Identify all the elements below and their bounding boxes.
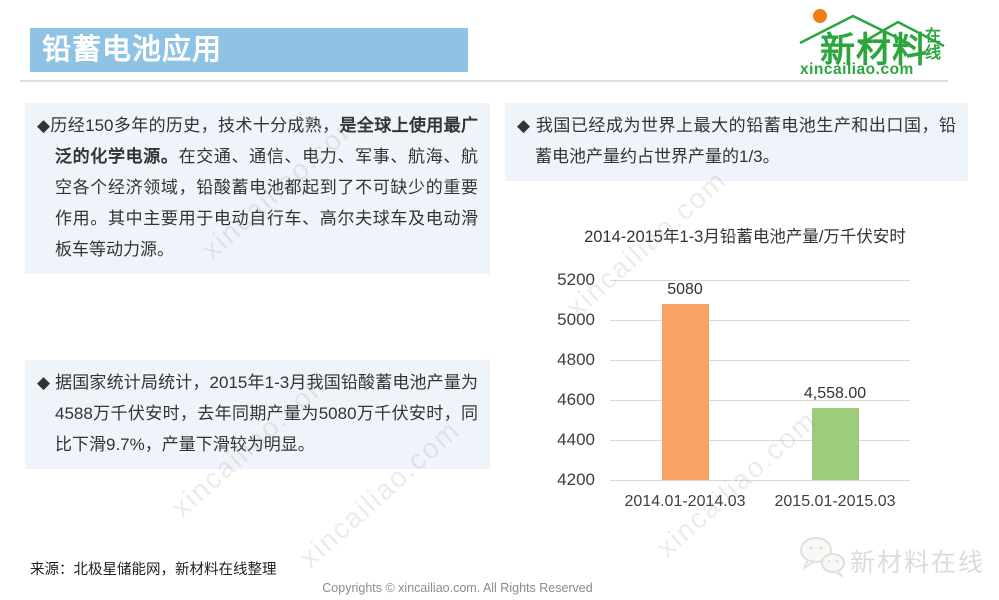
copyright: Copyrights © xincailiao.com. All Rights …: [322, 581, 593, 595]
bar-value-label: 4,558.00: [803, 385, 867, 403]
logo-name: 新材料: [820, 31, 929, 70]
wechat-icon: [800, 537, 845, 578]
chart-x-axis: 2014.01-2014.03 2015.01-2015.03: [610, 493, 910, 517]
bullet-block-history: ◆历经150多年的历史，技术十分成熟，是全球上使用最广泛的化学电源。在交通、通信…: [25, 103, 490, 274]
bullet-text-statistics: ◆ 据国家统计局统计，2015年1-3月我国铅酸蓄电池产量为4588万千伏安时，…: [37, 373, 478, 454]
bullet-lead: ◆历经150多年的历史，技术十分成熟，: [37, 116, 340, 135]
chart-plot: 5080 4,558.00: [610, 280, 910, 481]
logo: 新材料 在 线 xincailiao.com: [798, 6, 946, 78]
gridline: [610, 280, 910, 281]
bar-2015.01-2015.03: [811, 408, 859, 480]
title-banner: 铅蓄电池应用: [30, 28, 468, 72]
page-title: 铅蓄电池应用: [42, 34, 223, 66]
logo-sun-icon: [813, 9, 827, 23]
bullet-bold: 是全球上使用最广泛的化学电源。: [55, 116, 479, 166]
bullet-block-statistics: ◆ 据国家统计局统计，2015年1-3月我国铅酸蓄电池产量为4588万千伏安时，…: [25, 360, 490, 469]
bullet-block-world-share: ◆ 我国已经成为世界上最大的铅蓄电池生产和出口国，铅蓄电池产量约占世界产量的1/…: [505, 103, 968, 181]
chart-y-axis: 5200 5000 4800 4600 4400 4200: [520, 270, 605, 489]
logo-domain: xincailiao.com: [800, 61, 914, 78]
logo-suffix-char-1: 在: [924, 28, 941, 45]
bar-value-label: 5080: [667, 281, 703, 298]
y-tick-label: 5200: [557, 270, 595, 289]
gridline: [610, 480, 910, 481]
wechat-watermark: 新材料在线: [798, 535, 993, 580]
x-tick-label: 2014.01-2014.03: [624, 493, 746, 510]
chart-title: 2014-2015年1-3月铅蓄电池产量/万千伏安时: [584, 228, 906, 246]
gridline: [610, 360, 910, 361]
y-tick-label: 4800: [557, 350, 595, 369]
y-tick-label: 4600: [557, 390, 595, 409]
y-tick-label: 4400: [557, 430, 595, 449]
bar-2014.01-2014.03: [661, 304, 709, 480]
bullet-rest: 在交通、通信、电力、军事、航海、航空各个经济领域，铅酸蓄电池都起到了不可缺少的重…: [55, 147, 479, 259]
header-divider: [20, 80, 948, 82]
y-tick-label: 4200: [557, 470, 595, 489]
source-note: 来源：北极星储能网，新材料在线整理: [30, 562, 277, 578]
logo-suffix-char-2: 线: [924, 45, 941, 62]
y-tick-label: 5000: [557, 310, 595, 329]
wechat-watermark-label: 新材料在线: [850, 549, 986, 577]
bullet-text-world-share: ◆ 我国已经成为世界上最大的铅蓄电池生产和出口国，铅蓄电池产量约占世界产量的1/…: [517, 116, 956, 166]
gridline: [610, 440, 910, 441]
bullet-text-history: ◆历经150多年的历史，技术十分成熟，是全球上使用最广泛的化学电源。在交通、通信…: [37, 110, 478, 265]
bar-chart: 2014-2015年1-3月铅蓄电池产量/万千伏安时 5200 5000 4800 4…: [520, 215, 970, 525]
gridline: [610, 320, 910, 321]
logo-roof-icon: [799, 9, 945, 48]
x-tick-label: 2015.01-2015.03: [774, 493, 896, 510]
logo-suffix: 在 线: [924, 28, 942, 62]
gridline: [610, 400, 910, 401]
